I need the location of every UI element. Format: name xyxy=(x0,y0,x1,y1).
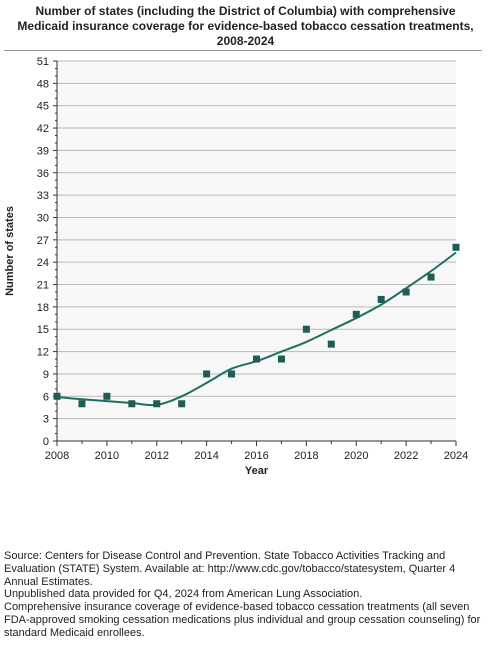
x-axis-title: Year xyxy=(245,465,269,477)
y-tick-label: 30 xyxy=(37,212,49,224)
plot-area xyxy=(57,61,456,441)
data-point xyxy=(78,400,86,408)
data-point xyxy=(352,310,360,318)
data-point xyxy=(203,370,211,378)
x-tick-label: 2022 xyxy=(394,450,418,462)
y-tick-label: 36 xyxy=(37,168,49,180)
y-axis-title: Number of states xyxy=(4,206,16,296)
y-tick-label: 27 xyxy=(37,235,49,247)
y-tick-label: 3 xyxy=(43,414,49,426)
chart-title-line-1: Number of states (including the District… xyxy=(35,4,456,18)
data-point xyxy=(427,273,435,281)
x-tick-label: 2024 xyxy=(444,450,468,462)
data-point xyxy=(103,392,111,400)
y-tick-label: 9 xyxy=(43,369,49,381)
data-point xyxy=(53,392,61,400)
x-tick-label: 2012 xyxy=(145,450,169,462)
chart-title: Number of states (including the District… xyxy=(0,4,491,49)
y-tick-label: 42 xyxy=(37,123,49,135)
data-point xyxy=(128,400,136,408)
y-tick-label: 48 xyxy=(37,78,49,90)
y-tick-label: 15 xyxy=(37,324,49,336)
footnote-source: Source: Centers for Disease Control and … xyxy=(4,550,456,588)
footnote-definition: Comprehensive insurance coverage of evid… xyxy=(4,601,481,639)
data-point xyxy=(153,400,161,408)
data-point xyxy=(277,355,285,363)
x-tick-label: 2014 xyxy=(194,450,218,462)
data-point xyxy=(228,370,236,378)
data-point xyxy=(377,295,385,303)
x-tick-label: 2010 xyxy=(95,450,119,462)
data-point xyxy=(253,355,260,363)
data-point xyxy=(178,400,186,408)
y-tick-label: 6 xyxy=(43,391,49,403)
y-tick-label: 45 xyxy=(37,101,49,113)
footnotes: Source: Centers for Disease Control and … xyxy=(4,550,490,640)
data-point xyxy=(452,243,460,251)
chart-title-line-3: 2008-2024 xyxy=(216,34,275,48)
y-tick-label: 33 xyxy=(37,190,49,202)
y-tick-label: 21 xyxy=(37,280,49,292)
y-tick-label: 12 xyxy=(37,347,49,359)
y-tick-label: 39 xyxy=(37,145,49,157)
data-point xyxy=(302,325,310,333)
x-tick-label: 2016 xyxy=(244,450,268,462)
y-tick-label: 0 xyxy=(43,436,49,448)
footnote-unpublished: Unpublished data provided for Q4, 2024 f… xyxy=(4,588,363,601)
x-tick-label: 2008 xyxy=(45,450,69,462)
y-tick-label: 18 xyxy=(37,302,49,314)
data-point xyxy=(402,288,410,296)
chart-title-line-2: Medicaid insurance coverage for evidence… xyxy=(17,19,474,33)
y-tick-label: 24 xyxy=(37,257,49,269)
x-tick-label: 2018 xyxy=(294,450,318,462)
data-point xyxy=(327,340,335,348)
x-tick-label: 2020 xyxy=(344,450,368,462)
title-divider xyxy=(4,50,482,51)
y-tick-label: 51 xyxy=(37,56,49,68)
